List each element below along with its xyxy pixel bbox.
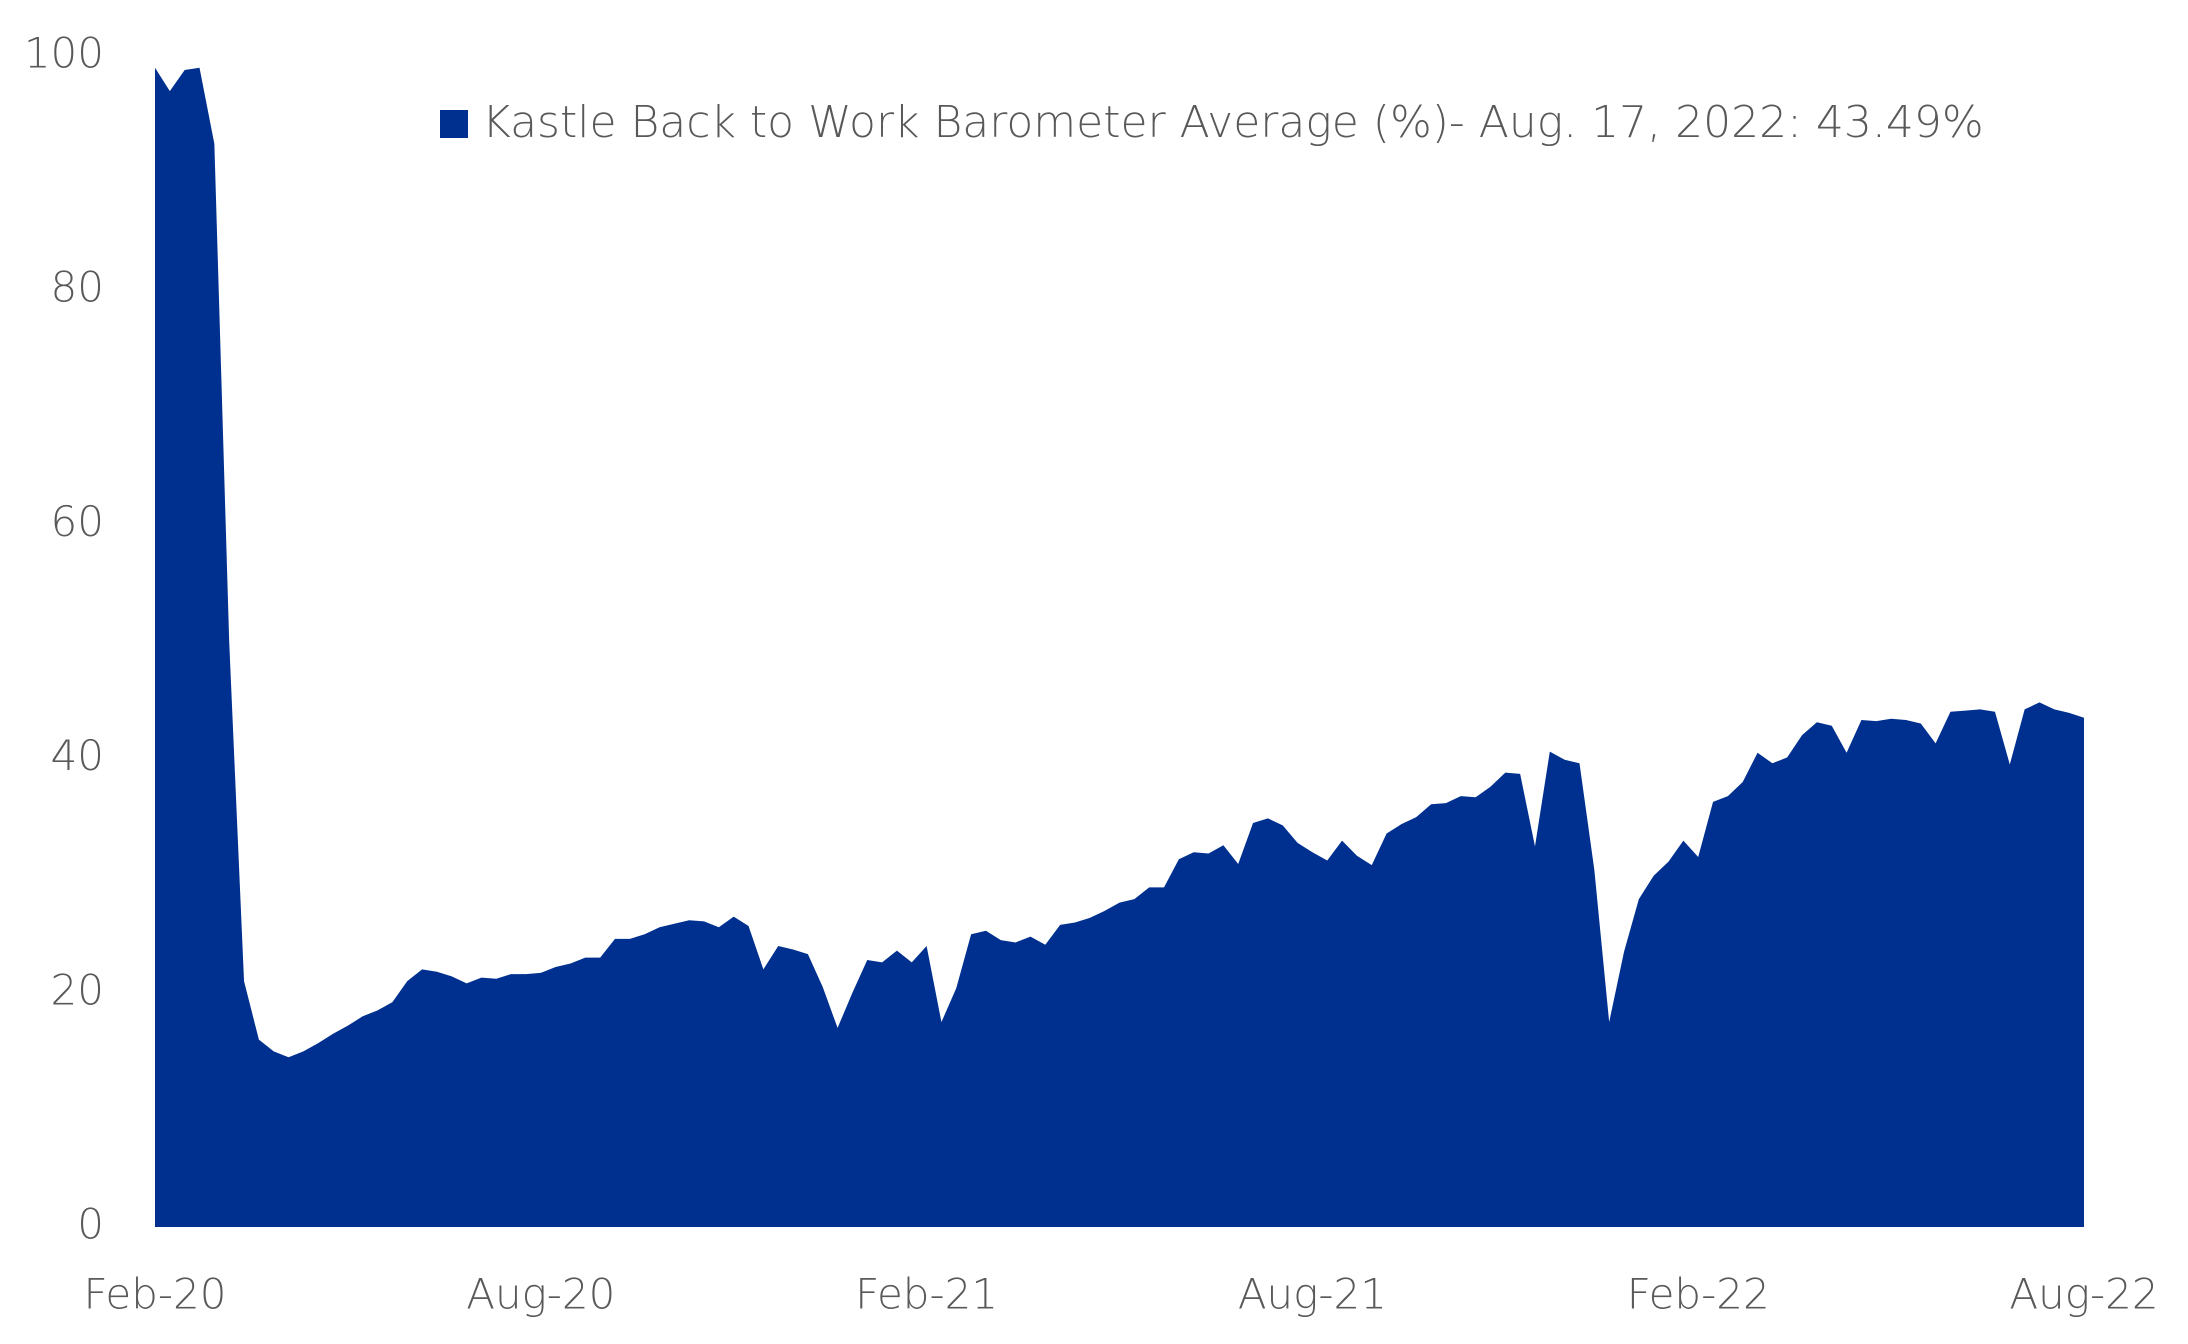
legend-label: Kastle Back to Work Barometer Average (%… [482, 97, 1984, 148]
x-tick-label: Aug-21 [1238, 1270, 1387, 1319]
legend-swatch [440, 110, 468, 138]
x-tick-label: Feb-20 [84, 1270, 227, 1319]
y-tick-label: 0 [77, 1200, 104, 1249]
x-tick-label: Aug-20 [466, 1270, 615, 1319]
y-tick-label: 100 [24, 29, 104, 78]
x-tick-label: Feb-22 [1627, 1270, 1770, 1319]
y-tick-label: 80 [51, 263, 104, 312]
y-tick-label: 60 [51, 497, 104, 546]
x-tick-label: Aug-22 [2009, 1270, 2158, 1319]
x-tick-label: Feb-21 [855, 1270, 998, 1319]
y-tick-label: 40 [51, 731, 104, 780]
area [155, 67, 2084, 1228]
y-tick-label: 20 [51, 965, 104, 1014]
